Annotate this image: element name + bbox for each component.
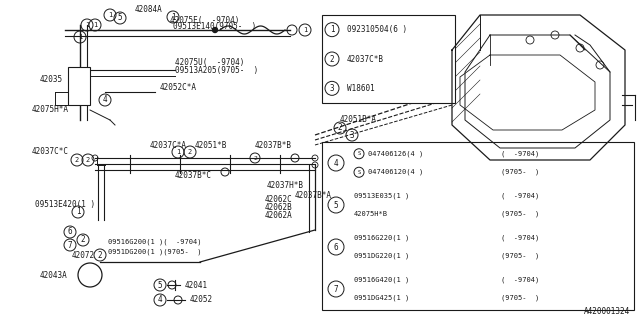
Text: 7: 7	[333, 284, 339, 293]
Text: 09516G220(1 ): 09516G220(1 )	[354, 235, 409, 241]
Text: 1: 1	[108, 12, 112, 18]
Text: 5: 5	[118, 13, 122, 22]
Text: (  -9704): ( -9704)	[501, 193, 540, 199]
Text: 1: 1	[93, 22, 97, 28]
Text: (9705-  ): (9705- )	[501, 211, 540, 218]
Text: 3: 3	[349, 131, 355, 140]
Text: S: S	[357, 170, 360, 175]
Text: 3: 3	[330, 84, 334, 93]
Text: 42037B*B: 42037B*B	[255, 140, 292, 149]
Text: 092310504(6 ): 092310504(6 )	[347, 25, 407, 34]
Text: 42084A: 42084A	[135, 5, 163, 14]
Text: 42037B*A: 42037B*A	[295, 190, 332, 199]
Text: 2: 2	[86, 157, 90, 163]
Text: 42037B*C: 42037B*C	[175, 171, 212, 180]
Text: 09513E420(1 ): 09513E420(1 )	[35, 201, 95, 210]
Text: 1: 1	[171, 12, 175, 21]
Text: 7: 7	[68, 241, 72, 250]
Text: 5: 5	[157, 281, 163, 290]
Text: (9705-  ): (9705- )	[501, 253, 540, 260]
Text: 09513E035(1 ): 09513E035(1 )	[354, 193, 409, 199]
Text: 1: 1	[76, 207, 80, 217]
Text: 1: 1	[176, 149, 180, 155]
Text: 6: 6	[68, 228, 72, 236]
Text: 42075H*B: 42075H*B	[354, 211, 388, 217]
Text: 2: 2	[330, 54, 334, 63]
Text: 42072: 42072	[72, 251, 95, 260]
Text: 42037C*A: 42037C*A	[150, 140, 187, 149]
Text: 1: 1	[330, 25, 334, 34]
Text: 1: 1	[85, 22, 89, 28]
Text: (9705-  ): (9705- )	[501, 295, 540, 301]
Text: 4: 4	[333, 158, 339, 167]
Text: A420001324: A420001324	[584, 308, 630, 316]
Text: 42052C*A: 42052C*A	[160, 83, 197, 92]
Text: S: S	[357, 151, 360, 156]
Text: 09513E140(9705-  ): 09513E140(9705- )	[173, 22, 256, 31]
Text: 0951DG200(1 )(9705-  ): 0951DG200(1 )(9705- )	[108, 249, 202, 255]
Text: (  -9704): ( -9704)	[501, 150, 540, 157]
Text: (  -9704): ( -9704)	[501, 276, 540, 283]
Text: 42041: 42041	[185, 281, 208, 290]
Bar	[322, 15, 455, 103]
Text: 42052: 42052	[190, 295, 213, 305]
Text: 2: 2	[188, 149, 192, 155]
Text: 42062A: 42062A	[265, 212, 292, 220]
Text: 4: 4	[102, 95, 108, 105]
Text: 2: 2	[75, 157, 79, 163]
Text: 0951DG220(1 ): 0951DG220(1 )	[354, 253, 409, 260]
Text: 42037C*B: 42037C*B	[347, 54, 384, 63]
Text: 09513A205(9705-  ): 09513A205(9705- )	[175, 66, 259, 75]
Text: 5: 5	[333, 201, 339, 210]
Text: 42062C: 42062C	[265, 196, 292, 204]
Bar	[68, 67, 90, 105]
Text: 42035: 42035	[40, 76, 63, 84]
Text: 42062B: 42062B	[265, 204, 292, 212]
Circle shape	[212, 28, 218, 33]
Text: 42051B*A: 42051B*A	[340, 116, 377, 124]
Text: 0951DG425(1 ): 0951DG425(1 )	[354, 295, 409, 301]
Text: 6: 6	[333, 243, 339, 252]
Text: 42075U(  -9704): 42075U( -9704)	[175, 58, 244, 67]
Text: (9705-  ): (9705- )	[501, 169, 540, 175]
Text: 42051*B: 42051*B	[195, 140, 227, 149]
Text: 42043A: 42043A	[40, 270, 68, 279]
Text: 1: 1	[78, 34, 82, 40]
Text: 42037C*C: 42037C*C	[32, 148, 69, 156]
Text: 09516G420(1 ): 09516G420(1 )	[354, 276, 409, 283]
Text: 047406120(4 ): 047406120(4 )	[368, 169, 423, 175]
Text: 4: 4	[157, 295, 163, 305]
Text: 2: 2	[338, 124, 342, 132]
Text: 42037H*B: 42037H*B	[267, 180, 304, 189]
Text: W18601: W18601	[347, 84, 375, 93]
Text: (  -9704): ( -9704)	[501, 235, 540, 241]
Bar	[322, 142, 634, 310]
Text: 047406126(4 ): 047406126(4 )	[368, 150, 423, 157]
Text: 2: 2	[253, 156, 257, 161]
Text: 1: 1	[303, 27, 307, 33]
Text: 2: 2	[81, 236, 85, 244]
Text: 42075E(  -9704): 42075E( -9704)	[170, 15, 239, 25]
Text: 2: 2	[98, 251, 102, 260]
Text: 09516G200(1 )(  -9704): 09516G200(1 )( -9704)	[108, 239, 202, 245]
Text: 42075H*A: 42075H*A	[32, 106, 69, 115]
